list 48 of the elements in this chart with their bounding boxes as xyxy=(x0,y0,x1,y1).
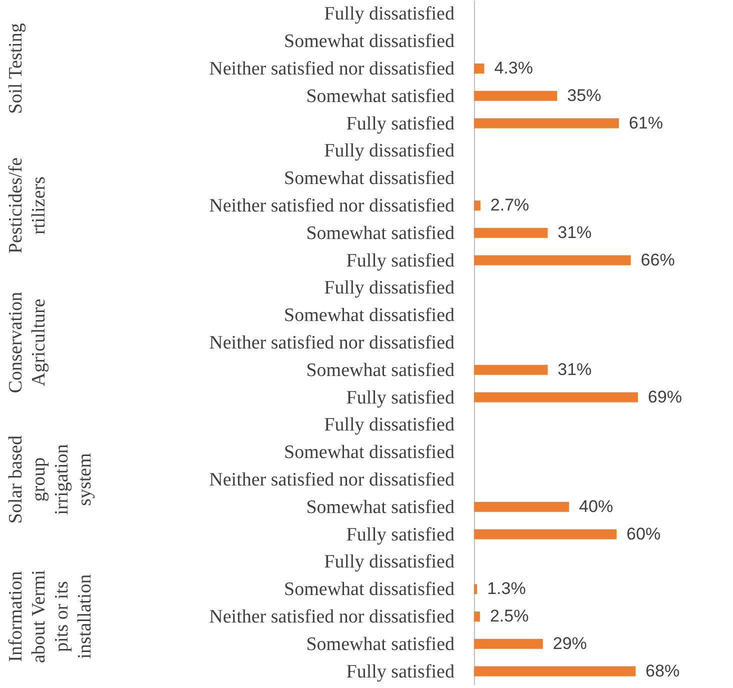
data-label: 35% xyxy=(567,86,602,105)
data-label: 60% xyxy=(626,524,661,544)
data-label: 66% xyxy=(640,250,675,270)
data-label: 61% xyxy=(628,113,663,132)
bar xyxy=(474,584,478,594)
data-label: 68% xyxy=(646,661,680,680)
data-label: 29% xyxy=(552,634,587,653)
y-tick-label: Fully dissatisfied xyxy=(324,140,455,162)
y-tick-label: Somewhat dissatisfied xyxy=(284,31,455,52)
y-tick-label: Neither satisfied nor dissatisfied xyxy=(209,332,455,354)
y-axis-title: Solar based group irrigation system xyxy=(6,434,96,524)
data-label: 1.3% xyxy=(487,579,526,598)
y-axis-title: Pesticides/fe rtilizers xyxy=(6,157,50,254)
y-tick-label: Somewhat satisfied xyxy=(306,86,455,107)
y-tick-label: Neither satisfied nor dissatisfied xyxy=(209,470,455,490)
y-tick-label: Somewhat dissatisfied xyxy=(284,442,455,464)
data-label: 4.3% xyxy=(494,58,533,78)
y-tick-label: Fully satisfied xyxy=(346,250,455,272)
data-label: 40% xyxy=(579,496,614,516)
data-label: 2.5% xyxy=(490,606,529,626)
data-label: 31% xyxy=(558,222,592,242)
y-tick-label: Somewhat dissatisfied xyxy=(284,579,455,600)
y-tick-label: Fully dissatisfied xyxy=(324,552,455,573)
y-tick-label: Somewhat satisfied xyxy=(306,360,455,381)
y-tick-label: Somewhat dissatisfied xyxy=(284,168,455,190)
y-tick-label: Neither satisfied nor dissatisfied xyxy=(209,58,455,80)
y-tick-label: Fully satisfied xyxy=(346,524,455,546)
y-axis-title: Information about Vermi pits or its installation xyxy=(6,570,96,664)
y-tick-label: Somewhat satisfied xyxy=(306,222,455,244)
data-label: 31% xyxy=(558,360,592,379)
y-tick-label: Fully satisfied xyxy=(346,387,455,408)
data-label: 69% xyxy=(648,387,682,406)
data-label: 2.7% xyxy=(490,196,530,214)
y-axis-title: Soil Testing xyxy=(6,22,26,114)
y-tick-label: Fully dissatisfied xyxy=(324,414,455,436)
y-tick-label: Fully dissatisfied xyxy=(324,278,455,299)
y-tick-label: Somewhat satisfied xyxy=(306,496,455,518)
y-tick-label: Somewhat dissatisfied xyxy=(284,305,455,326)
bar xyxy=(474,612,480,622)
y-tick-label: Fully satisfied xyxy=(346,113,455,134)
y-tick-label: Fully satisfied xyxy=(346,661,455,682)
bar xyxy=(474,666,636,676)
y-tick-label: Somewhat satisfied xyxy=(306,634,455,655)
y-tick-label: Neither satisfied nor dissatisfied xyxy=(209,606,455,628)
y-axis-title: Conservation Agriculture xyxy=(6,291,50,394)
y-tick-label: Neither satisfied nor dissatisfied xyxy=(209,196,455,216)
y-tick-label: Fully dissatisfied xyxy=(324,4,455,25)
bar xyxy=(474,638,543,649)
